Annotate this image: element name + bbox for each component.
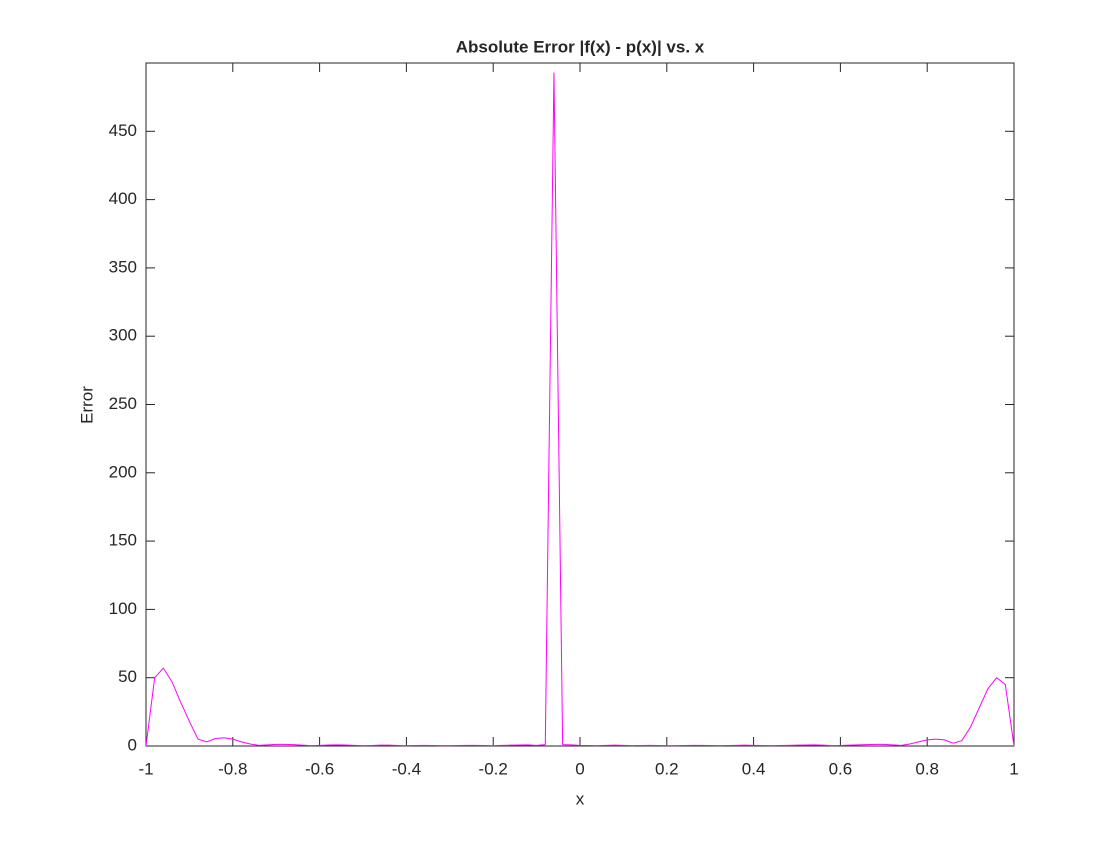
x-tick-label: 0 (575, 759, 584, 778)
y-tick-label: 250 (109, 394, 137, 413)
x-tick-label: -1 (138, 759, 153, 778)
x-tick-label: 1 (1009, 759, 1018, 778)
y-axis-label: Error (77, 386, 96, 424)
x-tick-label: 0.6 (829, 759, 853, 778)
y-tick-label: 200 (109, 462, 137, 481)
x-tick-label: -0.2 (479, 759, 508, 778)
y-tick-label: 450 (109, 121, 137, 140)
y-tick-label: 100 (109, 599, 137, 618)
x-tick-label: -0.8 (218, 759, 247, 778)
x-tick-label: 0.4 (742, 759, 766, 778)
y-tick-label: 50 (118, 667, 137, 686)
x-tick-label: 0.8 (915, 759, 939, 778)
y-tick-label: 300 (109, 326, 137, 345)
plot-box (145, 62, 1015, 747)
x-axis-label: x (576, 789, 585, 808)
x-tick-label: -0.6 (305, 759, 334, 778)
y-tick-label: 0 (128, 735, 137, 754)
x-tick-label: -0.4 (392, 759, 421, 778)
data-line (145, 72, 1015, 747)
y-tick-label: 400 (109, 189, 137, 208)
x-tick-label: 0.2 (655, 759, 679, 778)
y-tick-label: 350 (109, 257, 137, 276)
y-tick-label: 150 (109, 531, 137, 550)
chart-title: Absolute Error |f(x) - p(x)| vs. x (456, 37, 705, 56)
